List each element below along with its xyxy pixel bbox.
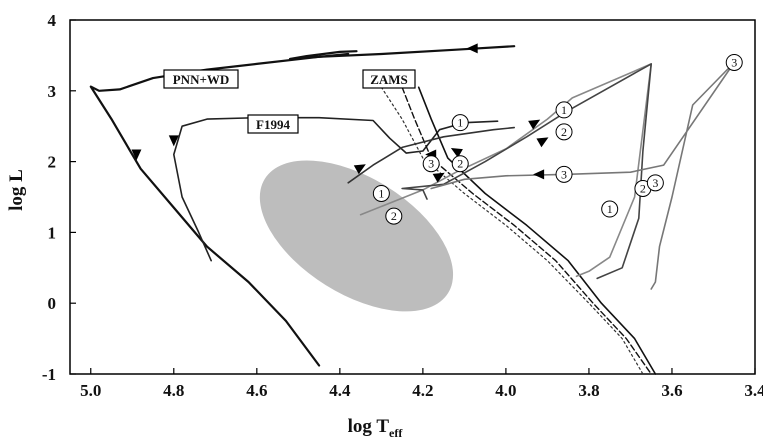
track-marker-label: 1 (378, 186, 384, 200)
x-tick-label: 4.4 (329, 381, 351, 400)
x-axis-title: log Teff (348, 416, 404, 440)
direction-arrow (528, 119, 541, 130)
track-marker-label: 2 (457, 157, 463, 171)
direction-arrow (466, 43, 478, 54)
track-marker-label: 2 (391, 209, 397, 223)
y-tick-label: 3 (48, 82, 57, 101)
y-tick-label: 4 (48, 11, 57, 30)
track-marker: 1 (451, 114, 469, 132)
track-marker: 1 (601, 200, 619, 218)
track-line-7 (359, 63, 652, 278)
track-marker-label: 3 (652, 176, 658, 190)
track-line-6 (417, 86, 657, 375)
track-marker: 3 (646, 174, 664, 192)
x-tick-label: 4.8 (163, 381, 184, 400)
track-marker-label: 1 (457, 116, 463, 130)
track-marker: 1 (555, 101, 573, 119)
track-marker: 2 (451, 155, 469, 173)
label-f1994-text: F1994 (256, 117, 290, 132)
label-pnn-wd: PNN+WD (163, 69, 239, 89)
y-tick-label: 1 (48, 223, 57, 242)
track-marker: 1 (372, 184, 390, 202)
track-marker: 2 (555, 123, 573, 141)
shaded-region (259, 160, 454, 312)
track-marker-label: 3 (561, 167, 567, 181)
x-tick-label: 4.6 (246, 381, 267, 400)
track-marker: 3 (725, 53, 743, 71)
label-zams: ZAMS (362, 69, 416, 89)
y-tick-label: 0 (48, 294, 57, 313)
x-tick-label: 3.4 (744, 381, 763, 400)
track-marker: 2 (385, 207, 403, 225)
track-marker-label: 1 (561, 103, 567, 117)
label-zams-text: ZAMS (370, 72, 408, 87)
x-tick-label: 5.0 (80, 381, 101, 400)
track-line-3 (173, 116, 499, 262)
x-tick-label: 3.6 (661, 381, 682, 400)
y-axis-title: log L (6, 169, 27, 211)
direction-arrow (168, 135, 179, 147)
direction-arrow (353, 164, 366, 175)
label-f1994: F1994 (247, 114, 299, 134)
track-line-9 (347, 126, 515, 184)
track-line-8 (401, 63, 652, 280)
y-tick-label: 2 (48, 153, 57, 172)
track-line-2 (288, 50, 358, 60)
track-marker: 3 (555, 165, 573, 183)
x-tick-label: 4.0 (495, 381, 516, 400)
track-line-10 (430, 61, 735, 290)
track-marker-label: 1 (607, 202, 613, 216)
x-tick-label: 3.8 (578, 381, 599, 400)
direction-arrow (131, 149, 142, 161)
track-marker-label: 3 (428, 157, 434, 171)
track-marker: 3 (422, 155, 440, 173)
x-tick-label: 4.2 (412, 381, 433, 400)
y-tick-label: -1 (42, 365, 56, 384)
direction-arrow (432, 172, 445, 183)
track-marker-label: 3 (731, 55, 737, 69)
label-pnn-wd-text: PNN+WD (173, 72, 230, 87)
track-line-5 (401, 86, 652, 375)
track-line-4 (380, 86, 644, 375)
track-marker-label: 2 (640, 182, 646, 196)
direction-arrow (533, 169, 545, 180)
direction-arrow (536, 137, 549, 148)
direction-arrow (450, 147, 463, 158)
track-marker-label: 2 (561, 125, 567, 139)
